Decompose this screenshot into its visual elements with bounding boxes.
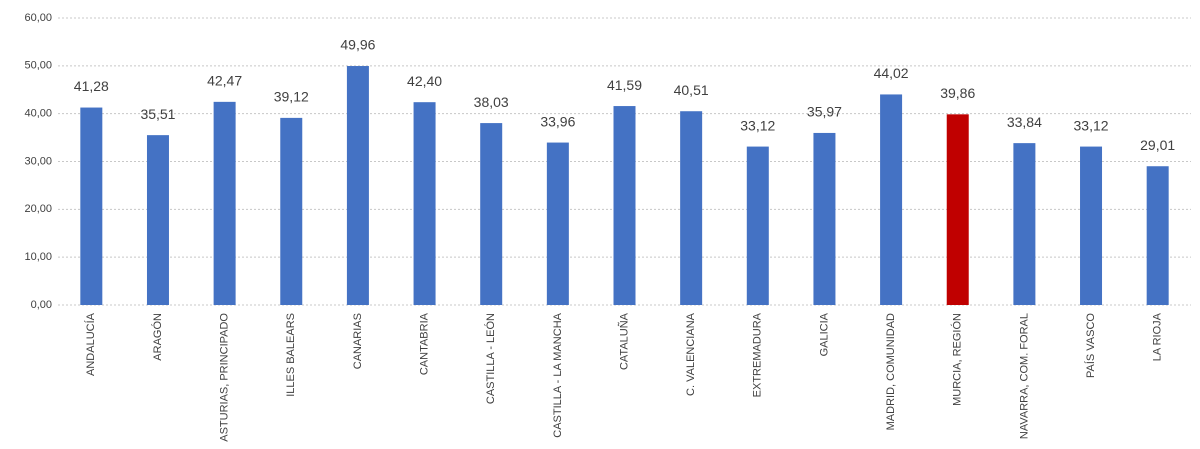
bar xyxy=(1013,143,1036,305)
bar xyxy=(546,142,569,305)
x-tick-label: ILLES BALEARS xyxy=(285,313,297,397)
value-label: 41,28 xyxy=(74,78,109,94)
value-label: 33,96 xyxy=(540,113,575,129)
x-tick-label: C. VALENCIANA xyxy=(685,312,697,396)
value-label: 41,59 xyxy=(607,77,642,93)
bar xyxy=(813,132,836,305)
bar xyxy=(613,106,636,306)
y-tick-label: 50,00 xyxy=(24,60,52,72)
x-tick-label: CASTILLA - LA MANCHA xyxy=(552,312,564,437)
x-tick-label: EXTREMADURA xyxy=(752,312,764,397)
bar xyxy=(680,111,703,305)
value-label: 49,96 xyxy=(340,37,375,53)
bar xyxy=(346,66,369,306)
y-tick-label: 10,00 xyxy=(24,251,52,263)
y-tick-label: 30,00 xyxy=(24,155,52,167)
bar xyxy=(280,117,303,305)
value-label: 35,97 xyxy=(807,104,842,120)
x-tick-label: MADRID, COMUNIDAD xyxy=(885,313,897,430)
x-tick-label: ARAGÓN xyxy=(151,313,164,361)
value-label: 33,12 xyxy=(740,117,775,133)
value-label: 42,47 xyxy=(207,73,242,89)
value-label: 29,01 xyxy=(1140,137,1175,153)
value-label: 38,03 xyxy=(474,94,509,110)
x-tick-label: LA RIOJA xyxy=(1152,312,1164,361)
y-tick-label: 60,00 xyxy=(24,12,52,24)
x-tick-label: NAVARRA, COM. FORAL xyxy=(1018,313,1030,439)
bar xyxy=(1080,146,1103,305)
value-label: 33,84 xyxy=(1007,114,1042,130)
value-label: 42,40 xyxy=(407,73,442,89)
value-label: 44,02 xyxy=(874,65,909,81)
y-tick-label: 20,00 xyxy=(24,203,52,215)
x-tick-label: CATALUÑA xyxy=(617,312,630,370)
value-label: 39,12 xyxy=(274,89,309,105)
x-tick-label: PAÍS VASCO xyxy=(1084,313,1097,378)
bar xyxy=(1146,166,1169,305)
x-tick-label: GALICIA xyxy=(818,312,830,356)
bar xyxy=(946,114,969,305)
x-tick-label: CANARIAS xyxy=(352,313,364,369)
x-tick-label: CASTILLA - LEÓN xyxy=(484,313,497,404)
bar xyxy=(146,135,169,305)
bar xyxy=(413,102,436,305)
value-label: 39,86 xyxy=(940,85,975,101)
x-tick-label: ASTURIAS, PRINCIPADO xyxy=(219,313,231,442)
bar xyxy=(880,94,903,305)
bar xyxy=(480,123,503,305)
bar xyxy=(746,146,769,305)
value-label: 40,51 xyxy=(674,82,709,98)
x-tick-label: ANDALUCÍA xyxy=(84,312,97,376)
y-tick-label: 40,00 xyxy=(24,108,52,120)
bar xyxy=(213,101,236,305)
x-tick-label: MURCIA, REGIÓN xyxy=(951,313,964,406)
value-label: 35,51 xyxy=(140,106,175,122)
value-label: 33,12 xyxy=(1074,117,1109,133)
y-tick-label: 0,00 xyxy=(31,299,52,311)
bar xyxy=(80,107,103,305)
x-tick-label: CANTABRIA xyxy=(418,312,430,375)
